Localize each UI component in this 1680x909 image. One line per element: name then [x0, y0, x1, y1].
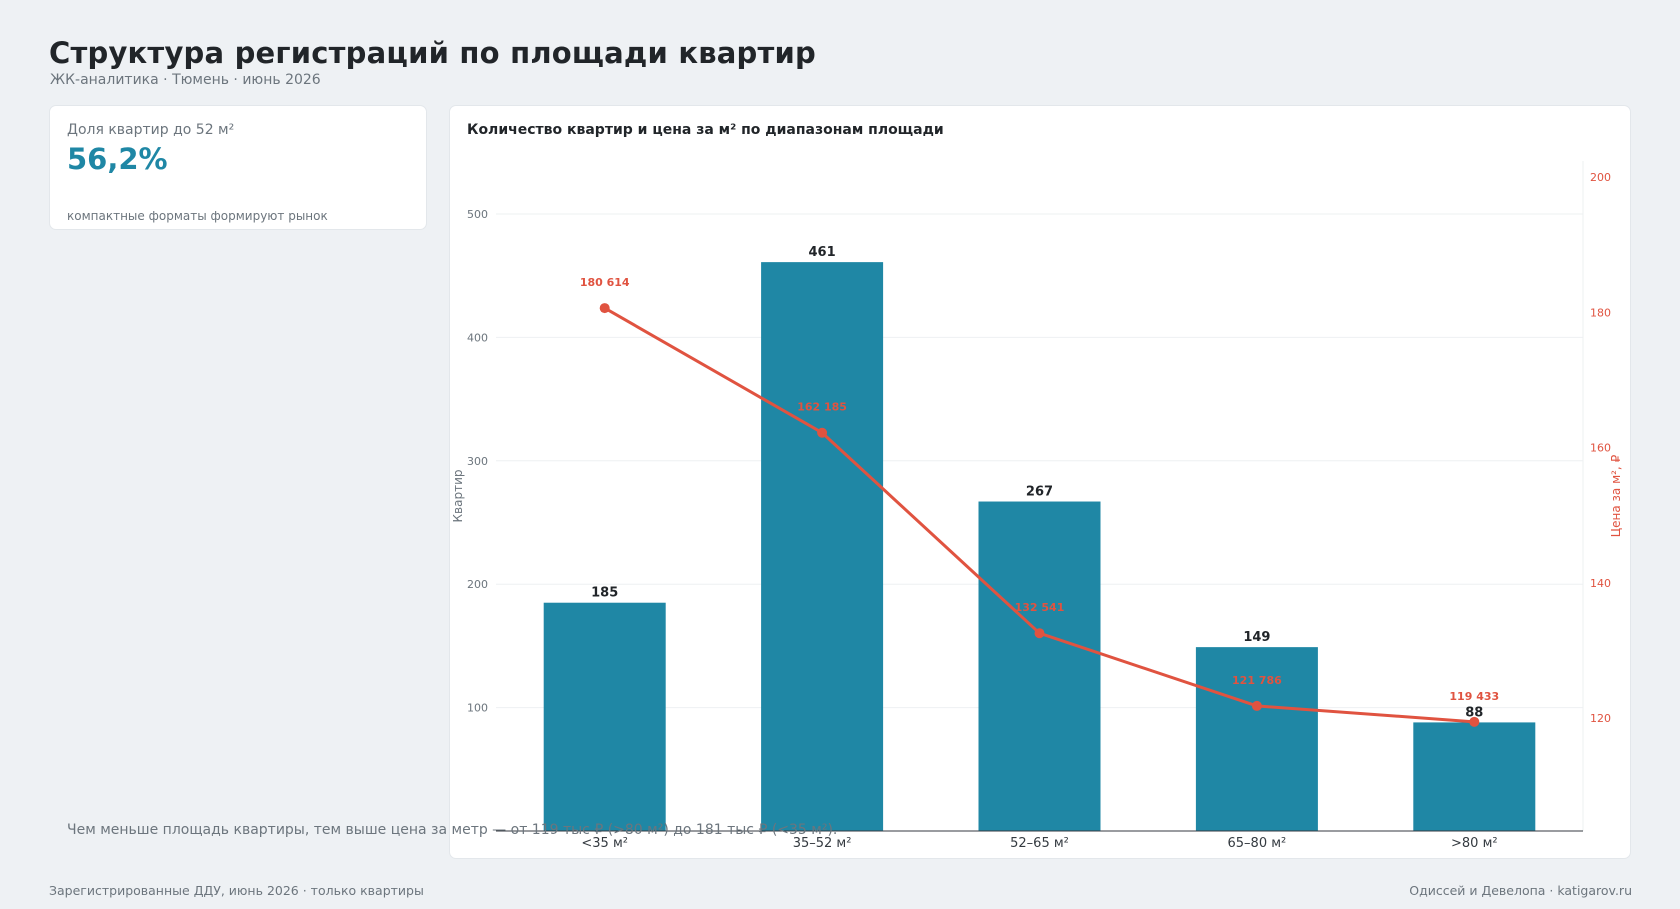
y2-tick-label: 140 [1590, 577, 1611, 590]
kpi-value: 56,2% [67, 142, 168, 176]
chart-title: Количество квартир и цена за м² по диапа… [467, 122, 944, 138]
y-tick-label: 200 [467, 578, 488, 591]
page-subtitle: ЖК-аналитика · Тюмень · июнь 2026 [50, 72, 321, 88]
y2-tick-label: 160 [1590, 442, 1611, 455]
price-value-label: 162 185 [797, 401, 847, 414]
footer-credit: Одиссей и Девелопа · katigarov.ru [1409, 883, 1632, 898]
price-value-label: 121 786 [1232, 674, 1282, 687]
bar [761, 262, 884, 832]
y2-tick-label: 200 [1590, 171, 1611, 184]
combo-chart: 100 200 300 400 500 120 140 160 180 200 Квартир Цен… [451, 161, 1623, 851]
y-tick-label: 300 [467, 455, 488, 468]
kpi-note: компактные форматы формируют рынок [67, 209, 328, 223]
price-point [1469, 716, 1480, 727]
footer-source: Зарегистрированные ДДУ, июнь 2026 · толь… [49, 883, 424, 898]
x-tick-label: 65–80 м² [1228, 836, 1287, 851]
y-tick-label: 500 [467, 208, 488, 221]
bar-value-label: 461 [809, 245, 836, 260]
bar-value-label: 88 [1465, 705, 1483, 720]
bar [1413, 722, 1536, 831]
x-tick-label: <35 м² [581, 836, 628, 851]
price-value-label: 132 541 [1015, 601, 1065, 614]
y2-tick-label: 120 [1590, 712, 1611, 725]
y2-axis-title: Цена за м², ₽ [1609, 454, 1623, 537]
chart-card: Количество квартир и цена за м² по диапа… [449, 105, 1631, 859]
kpi-label: Доля квартир до 52 м² [67, 122, 235, 138]
page-title: Структура регистраций по площади квартир [49, 36, 816, 70]
x-tick-label: >80 м² [1451, 836, 1498, 851]
price-point [1251, 700, 1262, 711]
price-point [817, 427, 828, 438]
kpi-card: Доля квартир до 52 м² 56,2% компактные ф… [49, 105, 427, 230]
price-point [1034, 628, 1045, 639]
x-tick-label: 52–65 м² [1010, 836, 1069, 851]
x-tick-label: 35–52 м² [793, 836, 852, 851]
y-tick-label: 400 [467, 331, 488, 344]
price-point [599, 303, 610, 314]
bar [543, 602, 666, 831]
bar-value-label: 149 [1243, 630, 1270, 645]
bar [1195, 647, 1318, 831]
bar-value-label: 267 [1026, 485, 1053, 500]
bar-value-label: 185 [591, 586, 618, 601]
y-axis-title: Квартир [451, 470, 465, 523]
price-value-label: 119 433 [1449, 690, 1499, 703]
y-tick-label: 100 [467, 702, 488, 715]
y2-tick-label: 180 [1590, 306, 1611, 319]
insight-text: Чем меньше площадь квартиры, тем выше це… [67, 822, 838, 838]
price-value-label: 180 614 [580, 276, 630, 289]
bar [978, 501, 1101, 831]
